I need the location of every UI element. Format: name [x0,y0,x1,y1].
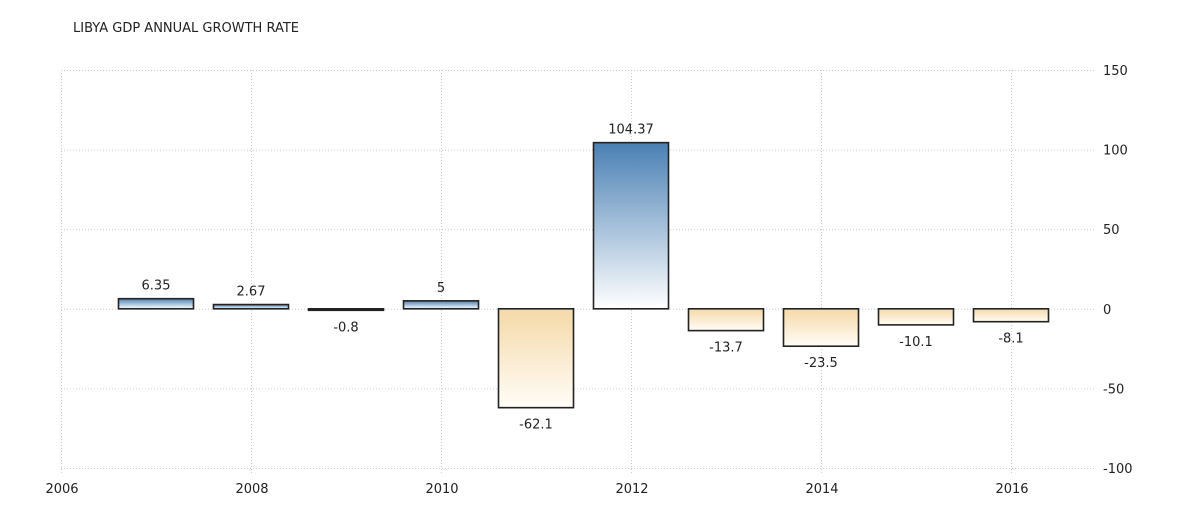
bar-2014[interactable] [782,307,860,348]
bar-2012[interactable] [592,141,670,310]
x-tick-label: 2008 [235,482,268,497]
value-label-2012: 104.37 [608,123,654,138]
y-tick-label: -100 [1103,462,1133,477]
y-tick-label: 50 [1103,223,1120,238]
y-tick-label: -50 [1103,382,1124,397]
y-tick-label: 150 [1103,64,1128,79]
x-tick-label: 2014 [805,482,838,497]
bar-2008[interactable] [212,303,290,310]
x-tick-label: 2010 [425,482,458,497]
y-tick-label: 100 [1103,144,1128,159]
value-label-2009: -0.8 [333,320,358,335]
bars [117,141,1050,409]
chart-title: LIBYA GDP ANNUAL GROWTH RATE [73,21,300,36]
bar-2011[interactable] [497,307,575,409]
bar-2013[interactable] [687,307,765,332]
bar-2015[interactable] [877,307,955,326]
bar-2007[interactable] [117,297,195,310]
value-label-2013: -13.7 [709,341,743,356]
x-axis: 2006 2008 2010 2012 2014 2016 [45,482,1028,497]
y-tick-label: 0 [1103,303,1111,318]
grid-lines [61,70,1094,474]
y-axis: 150 100 50 0 -50 -100 [1103,64,1133,477]
value-label-2011: -62.1 [519,418,553,433]
value-labels: 6.35 2.67 -0.8 5 -62.1 104.37 -13.7 -23.5 -10.1 -… [142,123,1024,433]
value-label-2014: -23.5 [804,356,838,371]
value-label-2007: 6.35 [142,279,171,294]
x-tick-label: 2006 [45,482,78,497]
value-label-2010: 5 [437,281,445,296]
x-tick-label: 2012 [615,482,648,497]
value-label-2015: -10.1 [899,335,933,350]
bar-2016[interactable] [972,307,1050,323]
value-label-2008: 2.67 [237,285,266,300]
bar-2009[interactable] [307,307,385,312]
value-label-2016: -8.1 [998,332,1023,347]
x-tick-label: 2016 [995,482,1028,497]
bar-2010[interactable] [402,300,480,310]
